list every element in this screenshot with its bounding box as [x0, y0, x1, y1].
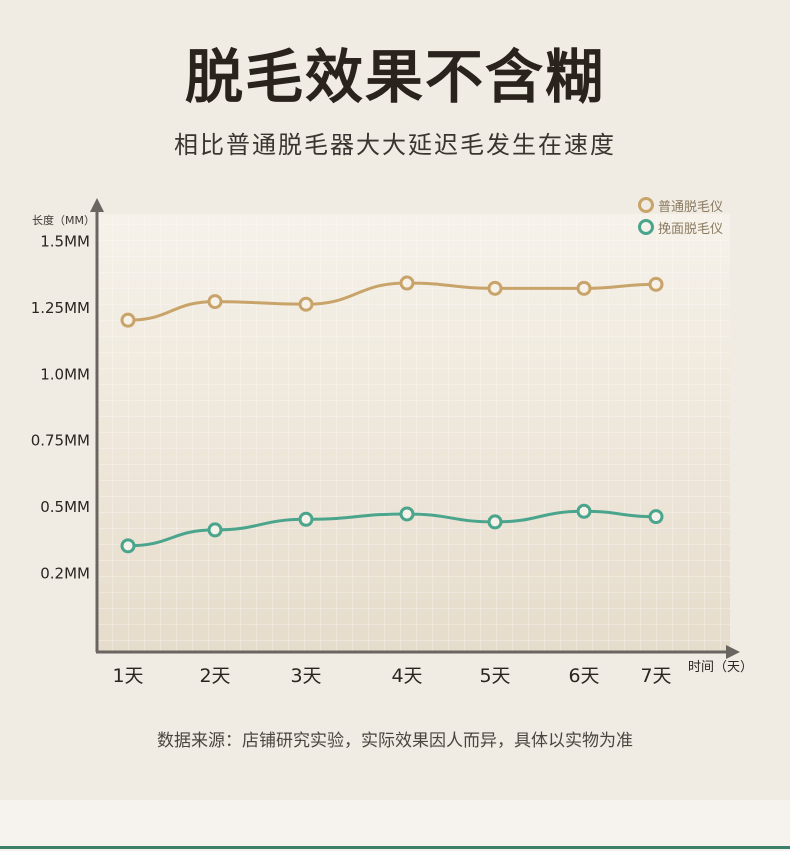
bottom-accent-line [0, 846, 790, 849]
x-tick-label: 7天 [640, 665, 671, 687]
data-point [576, 280, 592, 296]
data-point [120, 312, 136, 328]
data-point [487, 514, 503, 530]
data-point [576, 503, 592, 519]
legend-item: 普通脱毛仪 [638, 194, 723, 216]
x-tick-label: 4天 [391, 665, 422, 687]
data-point [399, 506, 415, 522]
y-tick-label: 1.25MM [31, 299, 90, 317]
x-tick-label: 3天 [290, 665, 321, 687]
legend-marker-0 [638, 197, 654, 213]
y-tick-label: 0.75MM [31, 432, 90, 450]
legend-label: 普通脱毛仪 [658, 199, 724, 215]
chart-legend: 普通脱毛仪 挽面脱毛仪 [638, 194, 723, 238]
y-axis-label: 长度（MM） [32, 213, 95, 227]
line-chart: 长度（MM） 时间（天） 1.5MM 1.25MM 1.0MM 0.75MM 0.5MM… [31, 198, 753, 687]
y-axis-arrow [90, 198, 104, 212]
legend-item: 挽面脱毛仪 [638, 216, 723, 238]
x-tick-label: 2天 [199, 665, 230, 687]
data-point [120, 538, 136, 554]
x-axis-label: 时间（天） [688, 660, 753, 675]
page-subtitle: 相比普通脱毛器大大延迟毛发生在速度 [174, 131, 616, 159]
y-tick-label: 1.0MM [40, 365, 90, 383]
plot-grid [98, 214, 730, 652]
data-source-note: 数据来源：店铺研究实验，实际效果因人而异，具体以实物为准 [157, 731, 633, 751]
y-tick-label: 0.2MM [40, 564, 90, 582]
data-point [207, 294, 223, 310]
data-point [487, 280, 503, 296]
bottom-band [0, 800, 790, 851]
y-tick-label: 0.5MM [40, 498, 90, 516]
legend-label: 挽面脱毛仪 [658, 221, 724, 237]
x-tick-label: 5天 [479, 665, 510, 687]
data-point [399, 275, 415, 291]
legend-marker-1 [638, 219, 654, 235]
data-point [298, 296, 314, 312]
data-point [648, 276, 664, 292]
data-point [648, 509, 664, 525]
data-point [207, 522, 223, 538]
page-title: 脱毛效果不含糊 [184, 43, 605, 111]
x-tick-label: 6天 [568, 665, 599, 687]
x-axis-arrow [726, 645, 740, 659]
data-point [298, 511, 314, 527]
y-tick-label: 1.5MM [40, 233, 90, 251]
x-tick-label: 1天 [112, 665, 143, 687]
